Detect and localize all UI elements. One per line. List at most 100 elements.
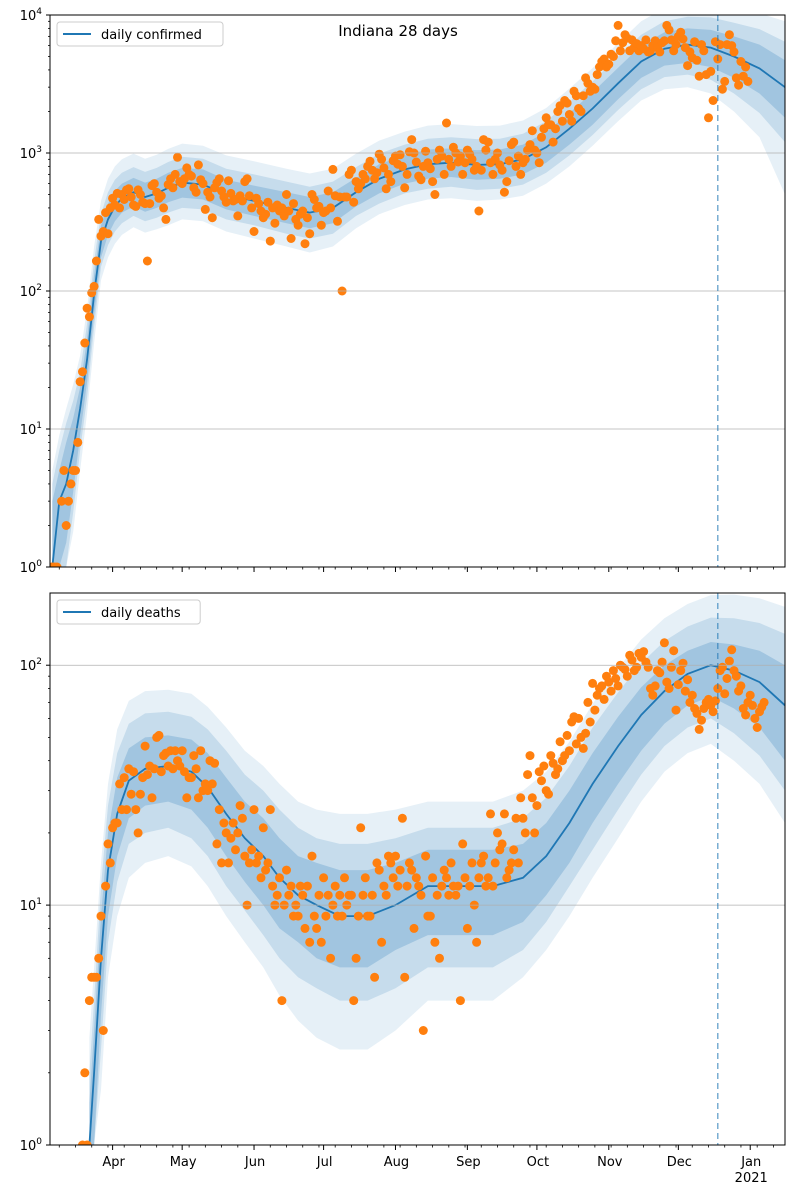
- data-point: [400, 183, 410, 193]
- data-point: [328, 164, 338, 174]
- x-tick-label: Nov: [597, 1155, 623, 1170]
- data-point: [576, 107, 586, 116]
- data-point: [94, 953, 104, 963]
- data-point: [251, 858, 261, 868]
- data-point: [233, 828, 243, 838]
- data-point: [149, 179, 159, 189]
- data-point: [124, 184, 134, 194]
- data-point: [381, 890, 391, 900]
- data-point: [516, 793, 526, 803]
- data-point: [309, 195, 319, 204]
- data-point: [444, 154, 454, 164]
- data-point: [462, 923, 472, 933]
- data-point: [386, 177, 396, 187]
- data-point: [384, 851, 393, 861]
- data-point: [372, 858, 382, 868]
- data-point: [358, 890, 368, 900]
- data-point: [673, 680, 683, 690]
- data-point: [293, 220, 303, 230]
- data-point: [133, 828, 143, 838]
- data-point: [126, 789, 136, 799]
- data-point: [683, 61, 693, 71]
- data-point: [523, 770, 533, 780]
- data-point: [168, 183, 178, 193]
- data-point: [509, 137, 519, 147]
- data-point: [627, 655, 637, 665]
- data-point: [411, 873, 421, 883]
- data-point: [282, 190, 291, 199]
- data-point: [664, 684, 674, 693]
- legend-box: [56, 599, 201, 625]
- data-point: [379, 881, 389, 891]
- data-point: [59, 466, 69, 475]
- data-point: [254, 199, 264, 209]
- data-point: [57, 496, 67, 506]
- data-point: [502, 873, 512, 883]
- data-point: [326, 203, 336, 213]
- data-point: [207, 213, 217, 223]
- data-point: [407, 135, 417, 145]
- data-point: [170, 746, 180, 756]
- data-point: [578, 743, 588, 753]
- data-point: [497, 165, 507, 175]
- data-point: [502, 177, 512, 187]
- data-point: [692, 55, 702, 65]
- data-point: [527, 126, 537, 136]
- data-point: [581, 728, 591, 738]
- data-point: [574, 713, 584, 723]
- data-point: [388, 873, 398, 883]
- data-point: [186, 773, 196, 783]
- data-point: [119, 195, 129, 204]
- data-point: [272, 890, 282, 900]
- data-point: [242, 174, 252, 184]
- data-point: [588, 678, 598, 688]
- x-tick-label: Jan: [740, 1155, 761, 1170]
- data-point: [217, 858, 227, 868]
- data-point: [277, 203, 287, 213]
- data-point: [219, 818, 229, 828]
- data-point: [608, 52, 618, 61]
- data-point: [149, 764, 159, 774]
- data-point: [486, 809, 495, 819]
- data-point: [64, 496, 73, 506]
- data-point: [112, 818, 122, 828]
- data-point: [89, 281, 99, 291]
- data-point: [416, 890, 426, 900]
- data-point: [82, 303, 92, 313]
- data-point: [203, 786, 213, 796]
- data-point: [734, 80, 744, 90]
- data-point: [722, 674, 732, 683]
- data-point: [650, 36, 660, 46]
- data-point: [680, 686, 690, 696]
- data-point: [189, 751, 199, 761]
- data-point: [289, 199, 298, 209]
- data-point: [96, 911, 106, 921]
- data-point: [186, 171, 196, 181]
- data-point: [425, 164, 435, 174]
- data-point: [286, 881, 296, 891]
- data-point: [309, 911, 319, 921]
- data-point: [604, 677, 614, 687]
- data-point: [590, 84, 600, 94]
- data-point: [210, 758, 220, 768]
- data-point: [349, 197, 359, 207]
- data-point: [261, 209, 271, 219]
- data-point: [231, 845, 240, 855]
- data-point: [641, 35, 651, 45]
- data-point: [284, 890, 294, 900]
- data-point: [759, 697, 769, 707]
- plot-area: [50, 15, 785, 567]
- data-point: [669, 646, 679, 656]
- data-point: [349, 996, 359, 1006]
- data-point: [659, 36, 669, 46]
- data-point: [476, 858, 486, 868]
- data-point: [300, 239, 310, 249]
- data-point: [261, 865, 271, 875]
- x-tick-label: Jul: [316, 1155, 333, 1170]
- data-point: [555, 737, 565, 747]
- data-point: [708, 96, 718, 105]
- data-point: [319, 873, 329, 883]
- data-point: [731, 671, 741, 681]
- data-point: [671, 40, 681, 50]
- data-point: [365, 156, 375, 166]
